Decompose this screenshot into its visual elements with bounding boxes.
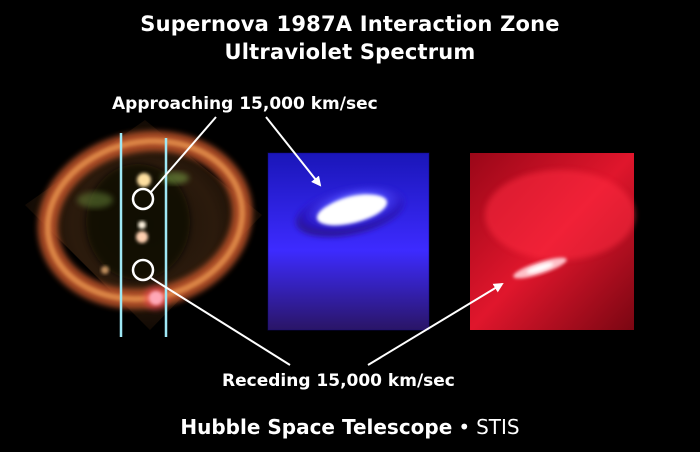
credit-separator: •: [458, 415, 471, 439]
approaching-label: Approaching 15,000 km/sec: [112, 94, 378, 114]
supernova-ring-image: [25, 120, 262, 330]
approaching-arrow: [265, 116, 322, 187]
blue-spectrum-panel: [267, 152, 430, 331]
receding-arrow: [367, 282, 504, 366]
receding-label: Receding 15,000 km/sec: [222, 371, 455, 391]
credit-instrument: STIS: [476, 415, 520, 439]
approaching-marker-circle: [131, 187, 155, 211]
credit-line: Hubble Space Telescope • STIS: [0, 415, 700, 439]
receding-marker-circle: [131, 258, 155, 282]
receding-connector-line: [150, 277, 291, 366]
red-spectrum-panel: [470, 153, 635, 330]
credit-telescope: Hubble Space Telescope: [180, 415, 453, 439]
approaching-connector-line: [150, 116, 217, 193]
title-line-2: Ultraviolet Spectrum: [224, 40, 476, 64]
title-line-1: Supernova 1987A Interaction Zone: [140, 12, 560, 36]
